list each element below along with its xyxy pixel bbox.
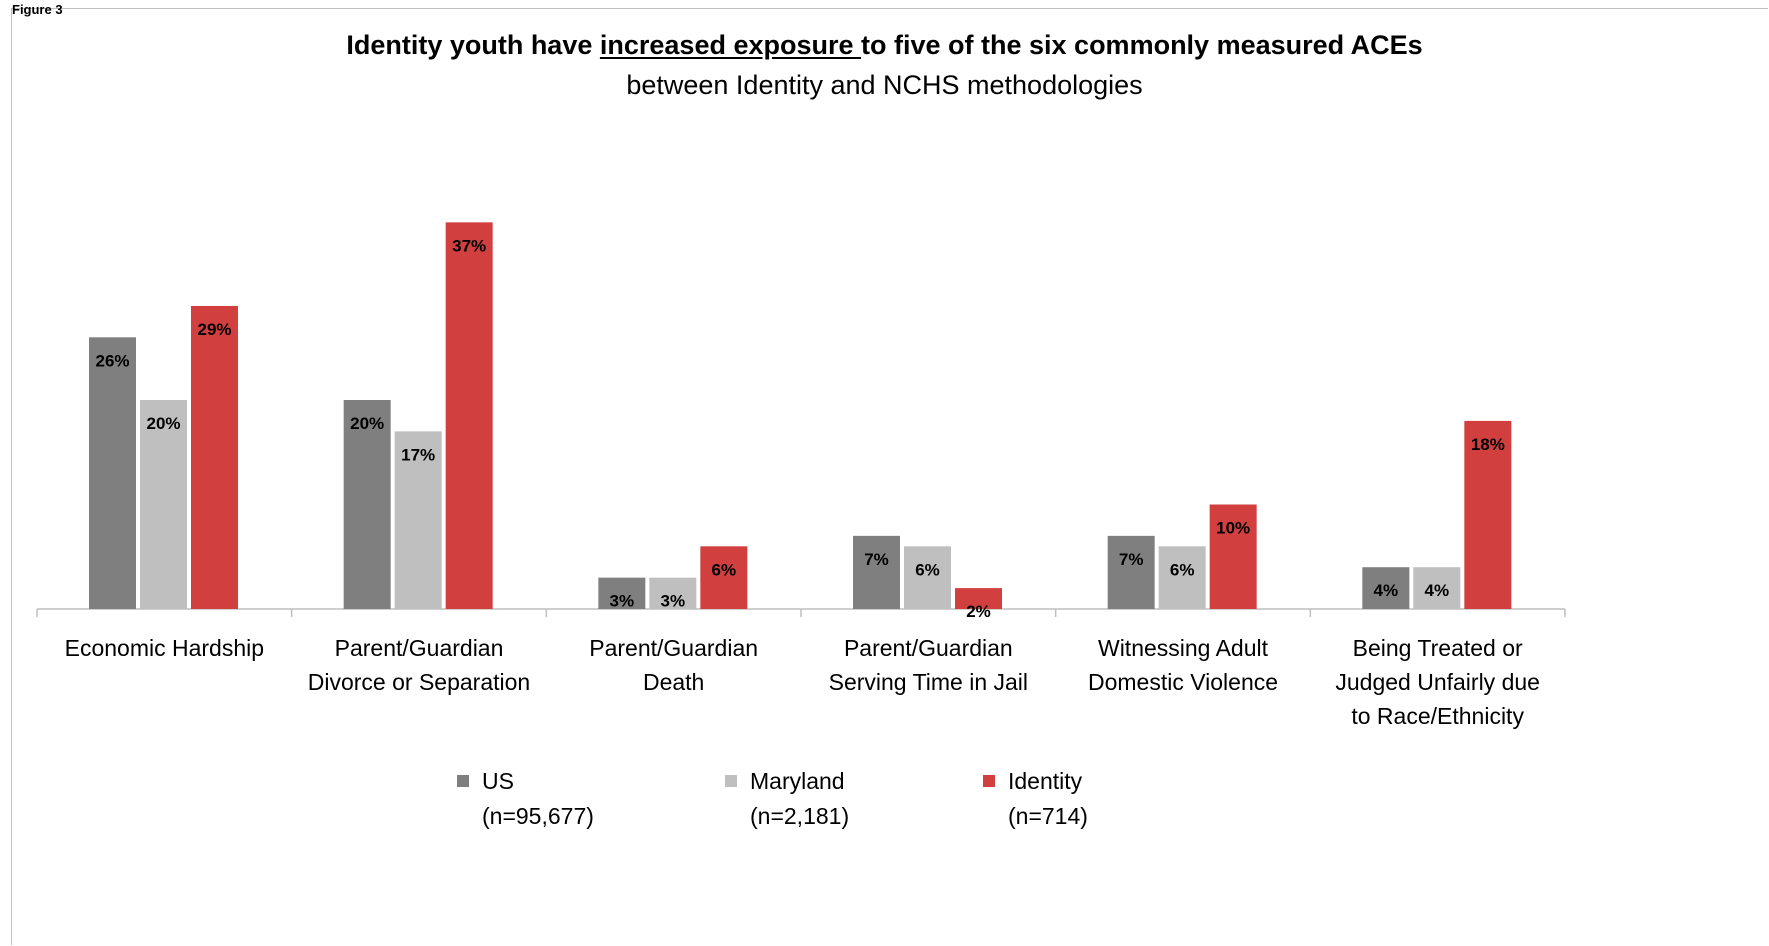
data-label-identity: 6% [712, 560, 737, 579]
bar-us [598, 577, 646, 609]
category-label: to Race/Ethnicity [1351, 703, 1524, 729]
category-label: Economic Hardship [65, 635, 264, 661]
legend-swatch-maryland [725, 775, 737, 787]
category-label: Being Treated or [1353, 635, 1523, 661]
title-text-end: to five of the six commonly measured ACE… [861, 30, 1423, 60]
bar-us [343, 400, 391, 609]
bar-us [1362, 567, 1410, 609]
data-label-identity: 2% [966, 602, 991, 621]
category-label: Death [643, 669, 704, 695]
legend-swatch-us [457, 775, 469, 787]
bar-identity [445, 222, 493, 609]
category-label: Serving Time in Jail [829, 669, 1028, 695]
data-label-us: 20% [350, 414, 384, 433]
data-label-us: 3% [610, 592, 635, 611]
bar-maryland [140, 400, 187, 609]
data-label-maryland: 17% [401, 445, 435, 464]
chart-title: Identity youth have increased exposure t… [0, 30, 1769, 61]
legend-label-identity: Identity [1008, 768, 1083, 794]
data-label-maryland: 6% [915, 560, 940, 579]
data-label-maryland: 3% [661, 592, 686, 611]
category-label: Parent/Guardian [844, 635, 1013, 661]
category-label: Parent/Guardian [589, 635, 758, 661]
data-label-us: 4% [1374, 581, 1399, 600]
legend-label-us: US [482, 768, 514, 794]
category-label: Domestic Violence [1088, 669, 1278, 695]
category-label: Judged Unfairly due [1335, 669, 1540, 695]
data-label-maryland: 20% [146, 414, 180, 433]
legend-label-maryland: Maryland [750, 768, 845, 794]
data-label-us: 7% [864, 550, 889, 569]
bar-identity [1464, 420, 1512, 609]
data-label-maryland: 4% [1425, 581, 1450, 600]
category-label: Parent/Guardian [335, 635, 504, 661]
data-label-identity: 29% [197, 320, 231, 339]
bar-identity [955, 588, 1002, 609]
data-label-us: 26% [95, 351, 129, 370]
chart-frame: Figure 3 [11, 2, 1768, 945]
legend: US (n=95,677) Maryland (n=2,181) Identit… [0, 764, 1769, 834]
legend-n-us: (n=95,677) [482, 803, 594, 829]
bar-maryland [1413, 567, 1461, 609]
legend-n-identity: (n=714) [1008, 803, 1088, 829]
data-label-identity: 10% [1216, 519, 1250, 538]
bar-us [853, 535, 900, 609]
category-label: Divorce or Separation [308, 669, 530, 695]
bar-us [1107, 535, 1155, 609]
category-label: Witnessing Adult [1098, 635, 1269, 661]
data-label-us: 7% [1119, 550, 1144, 569]
bar-identity [700, 546, 748, 609]
bar-maryland [1158, 546, 1206, 609]
legend-n-maryland: (n=2,181) [750, 803, 850, 829]
title-text-start: Identity youth have [346, 30, 600, 60]
legend-swatch-identity [983, 775, 995, 787]
bar-maryland [649, 577, 697, 609]
data-label-identity: 18% [1471, 435, 1505, 454]
data-label-identity: 37% [452, 236, 486, 255]
title-text-underlined: increased exposure [599, 30, 862, 60]
figure-label: Figure 3 [12, 2, 63, 17]
chart-subtitle: between Identity and NCHS methodologies [626, 70, 1143, 100]
bar-maryland [394, 431, 442, 609]
data-label-maryland: 6% [1170, 560, 1195, 579]
bar-maryland [904, 546, 951, 609]
bar-us [89, 337, 136, 609]
bar-identity [1209, 504, 1257, 609]
bar-chart: 26% 20% 29% Economic Hardship 20% 17% 37% Paren… [36, 222, 1566, 729]
bar-identity [191, 305, 238, 609]
